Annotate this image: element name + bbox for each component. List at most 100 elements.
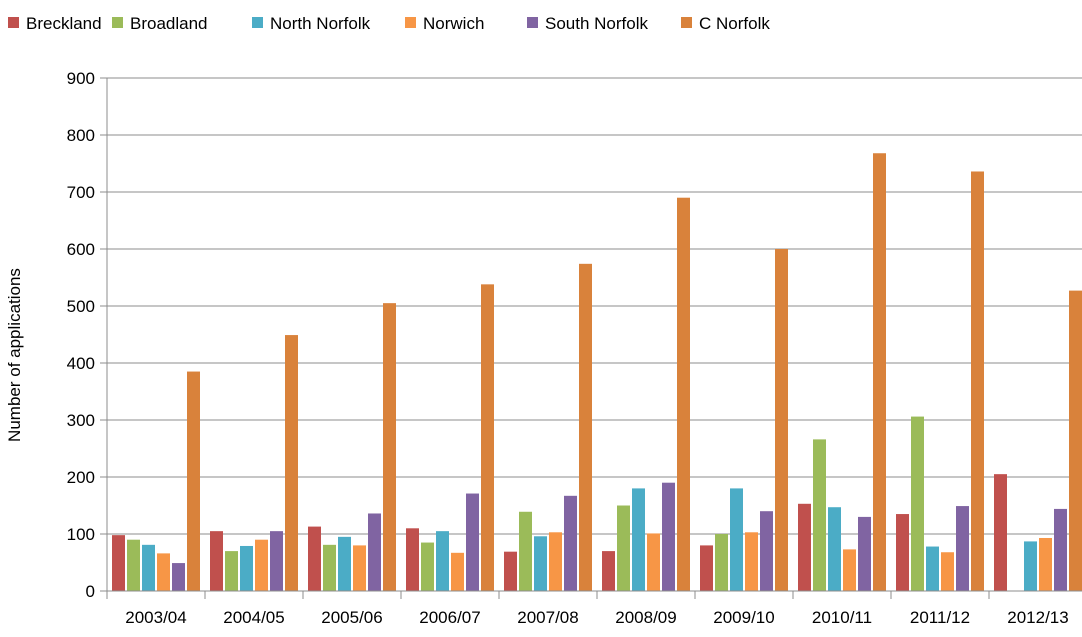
bar-breckland (210, 531, 223, 591)
bar-c-norfolk (285, 335, 298, 591)
bar-south-norfolk (466, 493, 479, 591)
bar-broadland (127, 539, 140, 591)
legend-item: C Norfolk (681, 14, 770, 33)
legend: Breckland Broadland North Norfolk Norwich So… (8, 14, 770, 33)
y-tick-label: 900 (67, 69, 95, 88)
bar-norwich (549, 532, 562, 591)
x-tick-label: 2008/09 (615, 608, 676, 627)
y-tick-label: 800 (67, 126, 95, 145)
gridlines (107, 77, 1082, 535)
legend-swatch (112, 17, 123, 28)
legend-label: Norwich (423, 14, 484, 33)
legend-label: Breckland (26, 14, 102, 33)
bar-broadland (519, 511, 532, 591)
bar-south-norfolk (1054, 508, 1067, 591)
legend-swatch (252, 17, 263, 28)
bar-south-norfolk (662, 482, 675, 591)
y-tick-label: 300 (67, 411, 95, 430)
bar-c-norfolk (775, 249, 788, 591)
y-axis-label: Number of applications (5, 268, 24, 442)
y-tick-label: 0 (86, 582, 95, 601)
y-tick-label: 200 (67, 468, 95, 487)
bar-broadland (323, 544, 336, 591)
x-tick-label: 2003/04 (125, 608, 186, 627)
bar-norwich (353, 545, 366, 591)
bar-c-norfolk (873, 153, 886, 592)
bar-norwich (157, 553, 170, 591)
bar-norwich (941, 552, 954, 591)
bar-south-norfolk (368, 513, 381, 591)
bar-north-norfolk (240, 545, 253, 591)
x-tick-label: 2010/11 (812, 608, 872, 627)
y-tick-label: 700 (67, 183, 95, 202)
legend-label: South Norfolk (545, 14, 648, 33)
bar-south-norfolk (172, 563, 185, 591)
y-tick-label: 500 (67, 297, 95, 316)
bar-broadland (617, 505, 630, 591)
bars (112, 153, 1082, 592)
legend-item: Breckland (8, 14, 102, 33)
legend-item: Broadland (112, 14, 208, 33)
x-tick-label: 2004/05 (223, 608, 284, 627)
bar-norwich (647, 533, 660, 591)
bar-breckland (798, 503, 811, 591)
bar-south-norfolk (956, 506, 969, 591)
bar-south-norfolk (858, 516, 871, 591)
y-axis-ticks: 0 100 200 300 400 500 600 700 800 900 (67, 69, 108, 601)
bar-south-norfolk (564, 495, 577, 591)
bar-broadland (225, 551, 238, 591)
bar-breckland (308, 526, 321, 591)
legend-item: North Norfolk (252, 14, 371, 33)
x-axis: 2003/04 2004/05 2005/06 2006/07 2007/08 2008/… (106, 590, 1082, 627)
y-tick-label: 600 (67, 240, 95, 259)
bar-norwich (843, 549, 856, 591)
x-tick-label: 2005/06 (321, 608, 382, 627)
bar-north-norfolk (436, 531, 449, 591)
bar-breckland (994, 474, 1007, 591)
bar-north-norfolk (338, 536, 351, 591)
legend-label: Broadland (130, 14, 208, 33)
bar-breckland (896, 514, 909, 591)
x-tick-label: 2006/07 (419, 608, 480, 627)
bar-c-norfolk (187, 371, 200, 591)
bar-breckland (112, 535, 125, 591)
bar-broadland (715, 534, 728, 591)
y-tick-label: 400 (67, 354, 95, 373)
x-tick-label: 2011/12 (910, 608, 970, 627)
bar-broadland (813, 439, 826, 591)
bar-broadland (911, 416, 924, 591)
bar-north-norfolk (632, 488, 645, 591)
bar-c-norfolk (1069, 290, 1082, 591)
bar-norwich (255, 539, 268, 591)
bar-norwich (745, 532, 758, 591)
bar-north-norfolk (1024, 541, 1037, 591)
bar-north-norfolk (730, 488, 743, 591)
legend-swatch (681, 17, 692, 28)
bar-c-norfolk (481, 284, 494, 591)
bar-north-norfolk (534, 536, 547, 591)
bar-breckland (602, 551, 615, 591)
x-tick-label: 2009/10 (713, 608, 774, 627)
legend-swatch (527, 17, 538, 28)
bar-north-norfolk (828, 507, 841, 591)
bar-c-norfolk (383, 303, 396, 591)
bar-north-norfolk (142, 544, 155, 591)
bar-c-norfolk (677, 197, 690, 591)
bar-breckland (700, 545, 713, 591)
legend-item: Norwich (405, 14, 484, 33)
bar-c-norfolk (971, 171, 984, 592)
bar-norwich (451, 552, 464, 591)
bar-north-norfolk (926, 546, 939, 591)
y-tick-label: 100 (67, 525, 95, 544)
legend-swatch (405, 17, 416, 28)
x-tick-label: 2007/08 (517, 608, 578, 627)
bar-south-norfolk (760, 511, 773, 591)
legend-swatch (8, 17, 19, 28)
bar-broadland (421, 542, 434, 591)
legend-label: C Norfolk (699, 14, 770, 33)
bar-norwich (1039, 537, 1052, 591)
legend-label: North Norfolk (270, 14, 371, 33)
legend-item: South Norfolk (527, 14, 648, 33)
